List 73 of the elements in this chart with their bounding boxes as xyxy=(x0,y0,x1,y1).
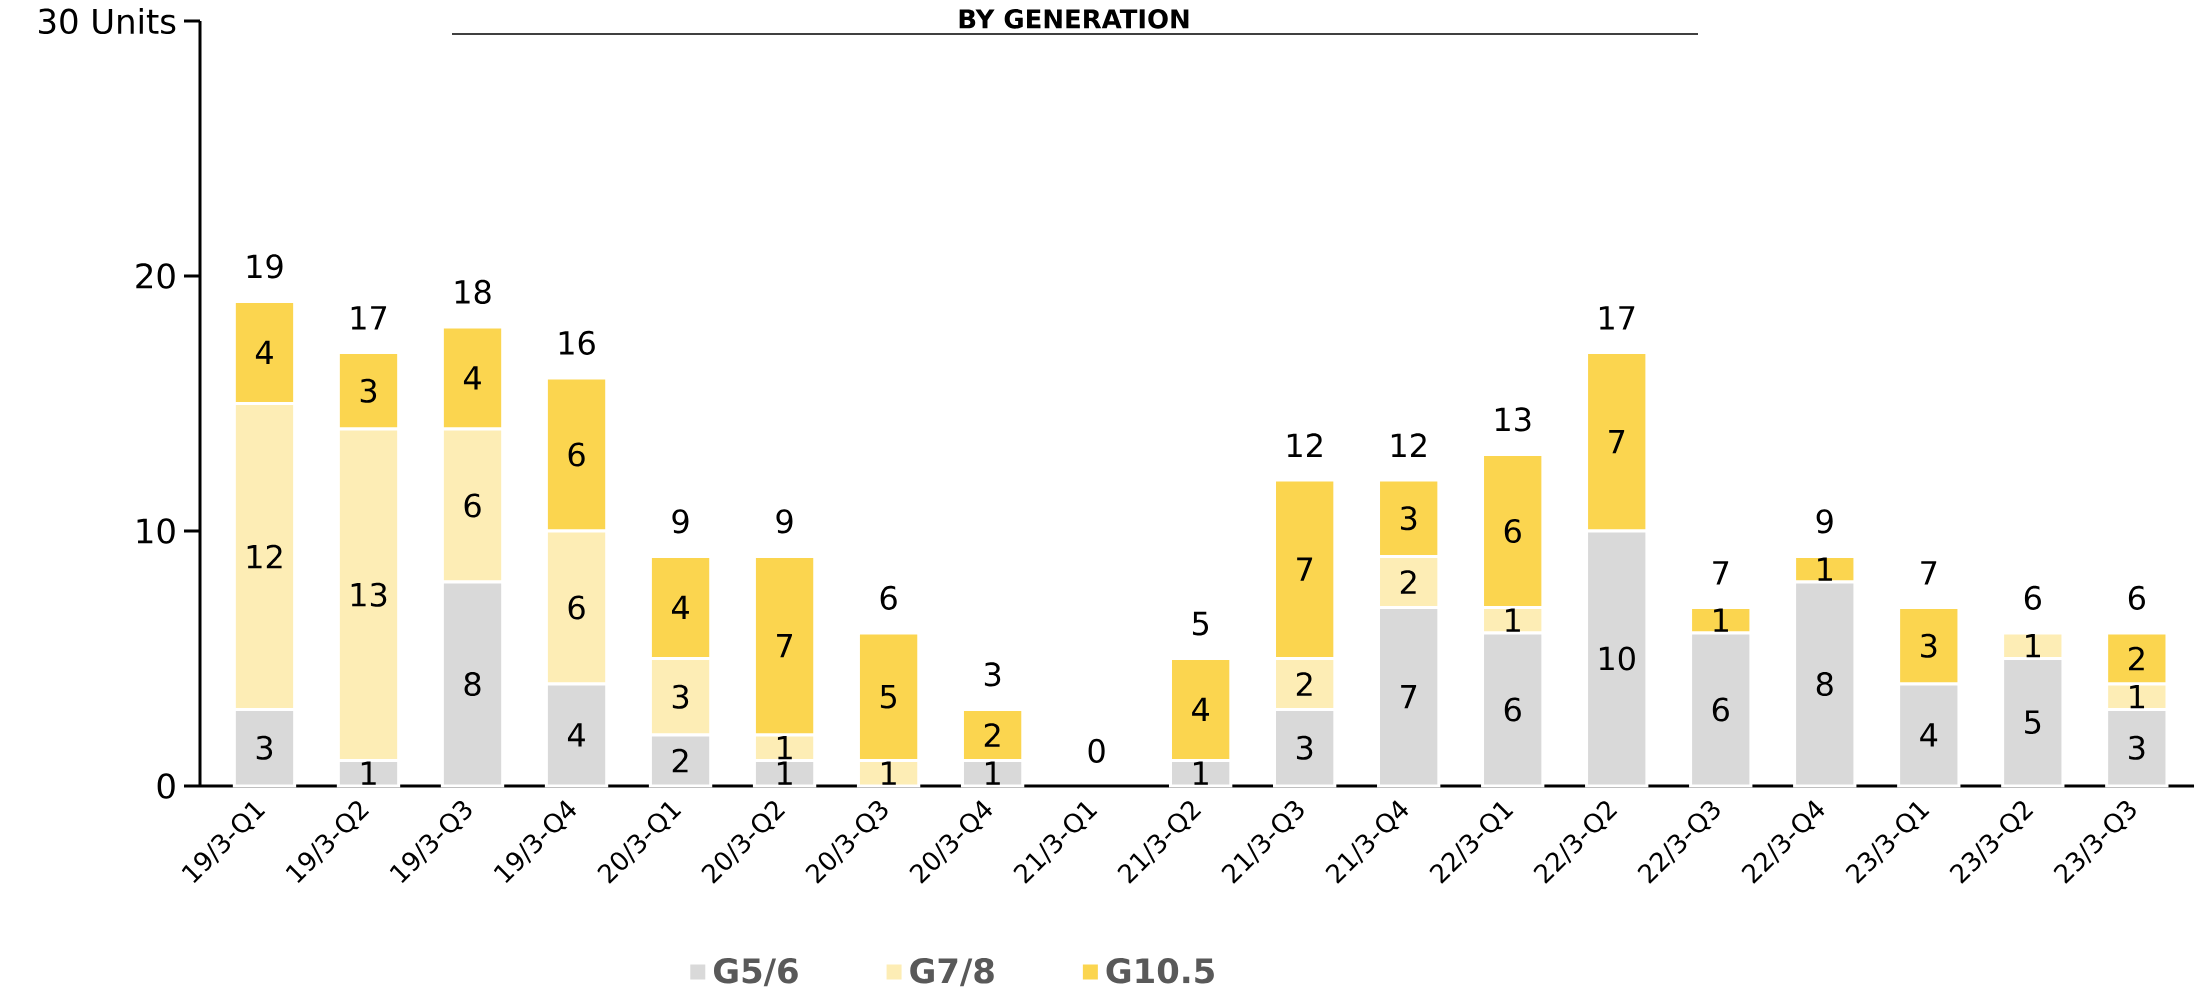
total-label: 7 xyxy=(1713,561,1729,585)
data-label: 1 xyxy=(1714,608,1728,632)
data-label: 3 xyxy=(360,378,377,403)
data-label: 1 xyxy=(777,761,792,785)
data-label: 4 xyxy=(567,723,585,747)
total-label: 7 xyxy=(1921,561,1937,585)
total-label: 12 xyxy=(1287,433,1322,457)
data-label: 6 xyxy=(1504,518,1521,544)
total-label: 3 xyxy=(984,662,1001,687)
y-tick-label: 20 xyxy=(136,263,175,289)
total-label: 6 xyxy=(2024,585,2041,610)
data-label: 1 xyxy=(881,761,896,785)
data-label: 8 xyxy=(464,671,481,697)
data-label: 1 xyxy=(1818,557,1832,581)
data-label: 3 xyxy=(2129,735,2145,760)
data-label: 2 xyxy=(984,723,1000,747)
data-label: 4 xyxy=(463,366,481,390)
data-label: 8 xyxy=(1816,671,1833,697)
data-label: 4 xyxy=(1192,697,1210,722)
total-label: 12 xyxy=(1391,433,1426,457)
data-label: 3 xyxy=(1400,506,1417,531)
data-label: 4 xyxy=(255,340,273,365)
data-label: 5 xyxy=(2025,710,2041,735)
chart-title: BY GENERATION xyxy=(959,9,1189,29)
data-label: 4 xyxy=(671,595,689,620)
data-label: 2 xyxy=(2129,646,2144,671)
data-label: 3 xyxy=(256,735,273,760)
data-label: 7 xyxy=(1401,685,1417,709)
total-label: 0 xyxy=(1088,738,1105,763)
data-label: 1 xyxy=(361,761,376,785)
data-label: 1 xyxy=(2026,634,2040,658)
total-label: 5 xyxy=(1192,611,1209,636)
data-label: 3 xyxy=(1296,735,1313,760)
data-label: 1 xyxy=(2130,685,2145,709)
total-label: 9 xyxy=(672,509,689,534)
total-label: 6 xyxy=(2128,585,2145,610)
data-label: 3 xyxy=(1921,633,1937,658)
legend-label: G10.5 xyxy=(1106,957,1214,984)
data-label: 3 xyxy=(672,684,689,709)
legend-label: G7/8 xyxy=(910,957,994,987)
data-label: 1 xyxy=(1506,608,1520,632)
data-label: 10 xyxy=(1599,646,1635,671)
data-label: 6 xyxy=(464,493,481,518)
data-label: 2 xyxy=(672,748,688,773)
data-label: 6 xyxy=(1504,697,1521,722)
y-tick-label: 30 Units xyxy=(39,7,176,35)
total-label: 19 xyxy=(247,254,283,279)
data-label: 13 xyxy=(351,582,387,607)
data-label: 1 xyxy=(777,736,792,760)
data-label: 6 xyxy=(1712,697,1729,722)
total-label: 13 xyxy=(1495,407,1531,432)
data-label: 1 xyxy=(1194,761,1208,785)
total-label: 17 xyxy=(351,306,387,330)
data-label: 1 xyxy=(985,761,1000,785)
data-label: 4 xyxy=(1920,723,1938,747)
data-label: 7 xyxy=(777,634,792,658)
data-label: 6 xyxy=(568,442,585,467)
data-label: 6 xyxy=(568,595,585,620)
total-label: 9 xyxy=(1816,509,1833,534)
legend-label: G5/6 xyxy=(713,957,798,987)
data-label: 2 xyxy=(1400,570,1416,594)
y-tick-label: 0 xyxy=(157,773,175,799)
data-label: 12 xyxy=(247,544,282,569)
total-label: 6 xyxy=(880,585,897,610)
total-label: 17 xyxy=(1599,306,1635,330)
data-label: 2 xyxy=(1296,672,1312,696)
data-label: 5 xyxy=(880,684,896,709)
data-label: 7 xyxy=(1297,557,1313,581)
data-label: 7 xyxy=(1609,430,1625,454)
y-tick-label: 10 xyxy=(137,518,175,544)
total-label: 18 xyxy=(455,279,491,304)
total-label: 16 xyxy=(559,330,595,355)
total-label: 9 xyxy=(776,509,793,534)
